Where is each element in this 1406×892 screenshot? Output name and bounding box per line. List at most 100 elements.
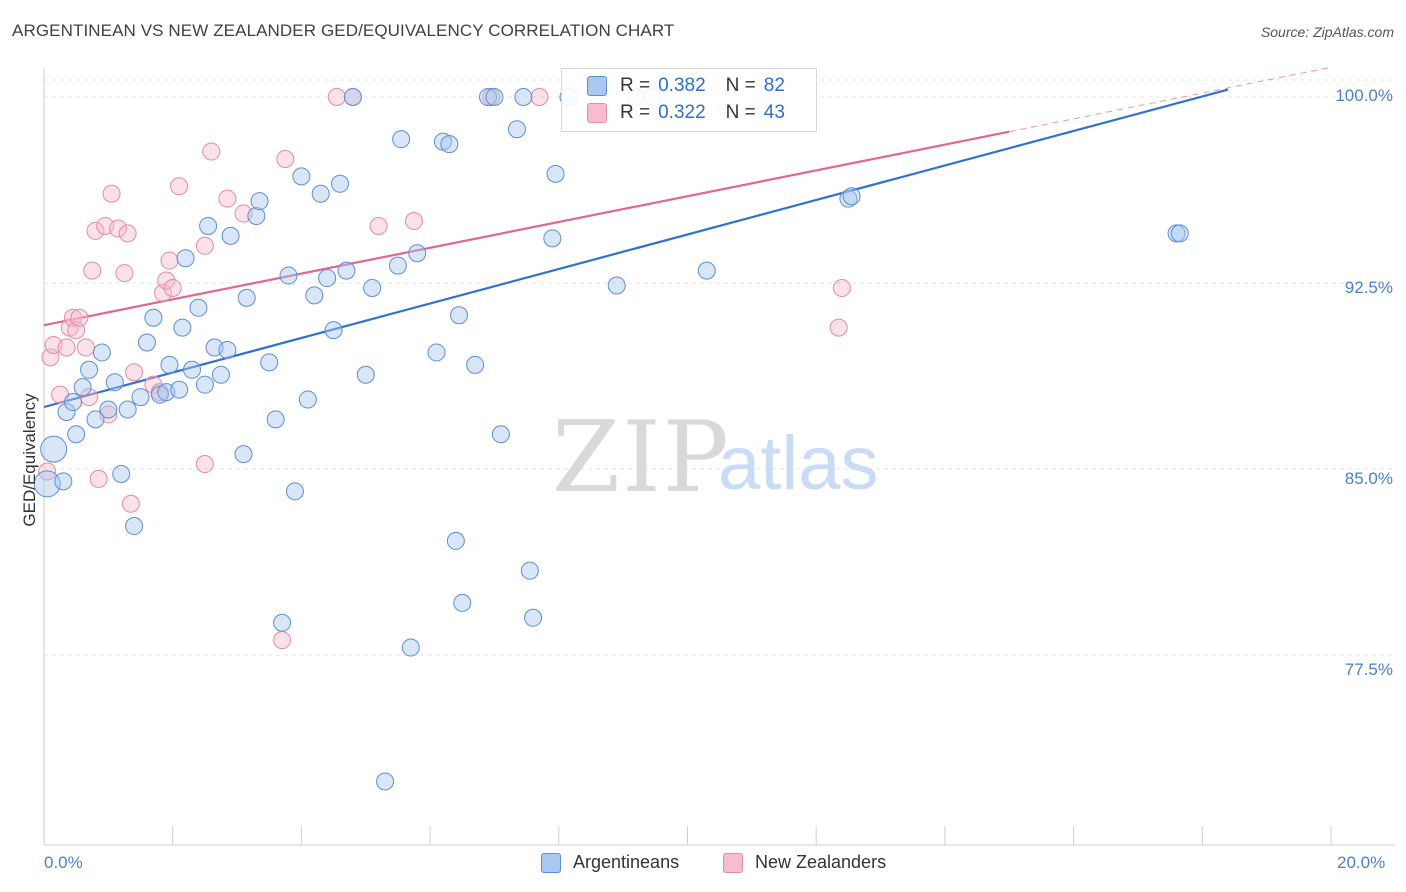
- argentineans-point: [137, 333, 156, 352]
- new-zealanders-point: [86, 221, 105, 240]
- argentineans-point: [183, 360, 202, 379]
- argentineans-point: [40, 435, 68, 463]
- new-zealanders-point: [276, 150, 295, 168]
- argentineans-point: [67, 425, 86, 444]
- new-zealanders-point: [832, 278, 851, 297]
- argentineans-point: [311, 184, 330, 203]
- argentineans-point: [479, 88, 498, 106]
- argentineans-point: [189, 298, 208, 317]
- argentineans-point: [237, 288, 256, 307]
- argentineans-point: [491, 425, 510, 444]
- argentineans-point: [170, 380, 189, 399]
- argentineans-point: [92, 343, 111, 362]
- new-zealanders-trend-extension: [1009, 66, 1332, 133]
- r-label: R =: [620, 102, 651, 123]
- new-zealanders-points: [38, 88, 851, 650]
- argentineans-point: [839, 189, 858, 208]
- zipatlas-watermark: ZIP atlas: [552, 401, 879, 515]
- y-tick-label: 85.0%: [1344, 469, 1393, 488]
- argentineans-point: [199, 216, 218, 235]
- argentineans-point: [524, 608, 543, 627]
- argentineans-point: [144, 308, 163, 327]
- argentineans-point: [99, 400, 118, 419]
- n-label: N =: [725, 75, 756, 96]
- argentineans-point: [546, 164, 565, 183]
- y-tick-label: 92.5%: [1344, 278, 1393, 297]
- argentineans-point: [80, 360, 99, 379]
- argentineans-point: [131, 388, 150, 407]
- new-zealanders-point: [121, 494, 140, 513]
- argentineans-point: [427, 343, 446, 362]
- new-zealanders-point: [829, 318, 848, 337]
- new-zealanders-trend-line: [43, 130, 1010, 327]
- r-label: R =: [620, 75, 651, 96]
- argentineans-swatch: [541, 852, 561, 873]
- argentineans-point: [520, 561, 539, 580]
- legend-label: New Zealanders: [755, 852, 887, 872]
- argentineans-point: [218, 340, 237, 359]
- argentineans-point: [279, 266, 298, 285]
- argentineans-point: [466, 355, 485, 374]
- stats-row-argentineans: R = 0.382 N = 82: [587, 73, 785, 99]
- legend-item-argentineans[interactable]: Argentineans: [541, 852, 679, 873]
- argentineans-point: [211, 365, 230, 384]
- chart-title: ARGENTINEAN VS NEW ZEALANDER GED/EQUIVAL…: [12, 21, 675, 40]
- legend-item-new-zealanders[interactable]: New Zealanders: [723, 852, 886, 873]
- argentineans-point: [305, 286, 324, 305]
- argentineans-point: [543, 229, 562, 248]
- argentineans-point: [388, 256, 407, 275]
- new-zealanders-point: [102, 184, 121, 203]
- argentineans-point: [324, 321, 343, 340]
- new-zealanders-point: [38, 462, 57, 481]
- argentineans-point: [176, 249, 195, 268]
- new-zealanders-point: [157, 271, 176, 290]
- y-axis-title: GED/Equivalency: [20, 393, 39, 527]
- argentineans-point: [57, 402, 76, 421]
- argentineans-point: [195, 375, 214, 394]
- argentineans-point: [125, 517, 144, 536]
- trend-lines: [43, 66, 1332, 409]
- argentineans-point: [401, 638, 420, 657]
- argentineans-point: [298, 390, 317, 409]
- new-zealanders-point: [76, 338, 95, 357]
- argentineans-point: [446, 531, 465, 550]
- new-zealanders-point: [273, 631, 292, 650]
- y-tick-label: 100.0%: [1335, 86, 1393, 105]
- argentineans-point: [514, 88, 533, 106]
- axes: [43, 68, 1395, 846]
- new-zealanders-point: [530, 88, 549, 106]
- new-zealanders-point: [195, 455, 214, 474]
- argentineans-point: [86, 410, 105, 429]
- new-zealanders-point: [369, 216, 388, 235]
- stats-row-new-zealanders: R = 0.322 N = 43: [587, 100, 785, 126]
- argentineans-point: [247, 207, 266, 226]
- argentineans-point: [318, 269, 337, 288]
- watermark-atlas: atlas: [718, 421, 879, 506]
- new-zealanders-point: [202, 142, 221, 161]
- argentineans-point: [173, 318, 192, 337]
- argentineans-points: [33, 88, 1189, 791]
- y-tick-label: 77.5%: [1344, 660, 1393, 679]
- argentineans-point: [453, 593, 472, 612]
- new-zealanders-point: [218, 189, 237, 208]
- stats-box: R = 0.382 N = 82 R = 0.322 N = 43: [561, 68, 817, 132]
- new-zealanders-point: [125, 363, 144, 382]
- new-zealanders-point: [83, 261, 102, 280]
- new-zealanders-point: [163, 278, 182, 297]
- argentineans-swatch: [587, 76, 607, 96]
- argentineans-trend-line: [43, 88, 1229, 409]
- new-zealanders-point: [80, 388, 99, 407]
- source-label: Source: ZipAtlas.com: [1260, 24, 1394, 40]
- n-value: 43: [763, 102, 785, 123]
- argentineans-point: [363, 278, 382, 297]
- argentineans-point: [221, 226, 240, 245]
- n-label: N =: [725, 102, 756, 123]
- argentineans-point: [160, 355, 179, 374]
- new-zealanders-point: [70, 308, 89, 327]
- new-zealanders-point: [327, 88, 346, 106]
- argentineans-point: [292, 167, 311, 186]
- argentineans-point: [234, 445, 253, 464]
- new-zealanders-point: [57, 338, 76, 357]
- argentineans-point: [73, 378, 92, 397]
